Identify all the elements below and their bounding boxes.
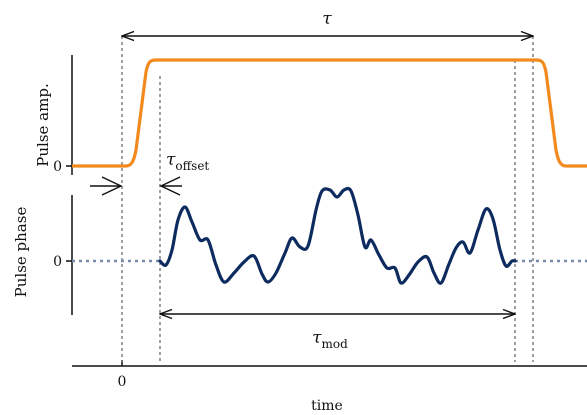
amplitude-zero-label: 0 — [53, 159, 62, 175]
amplitude-pulse-curve — [72, 58, 587, 168]
amplitude-axis-label: Pulse amp. — [34, 83, 52, 166]
time-zero-label: 0 — [118, 374, 127, 390]
phase-zero-label: 0 — [53, 254, 62, 270]
tau-offset-label: τoffset — [166, 150, 209, 173]
tau-mod-label: τmod — [312, 328, 348, 351]
time-axis-label: time — [311, 398, 343, 414]
tau-label: τ — [322, 9, 332, 29]
phase-modulation-curve — [158, 186, 517, 285]
phase-axis-label: Pulse phase — [12, 207, 30, 298]
